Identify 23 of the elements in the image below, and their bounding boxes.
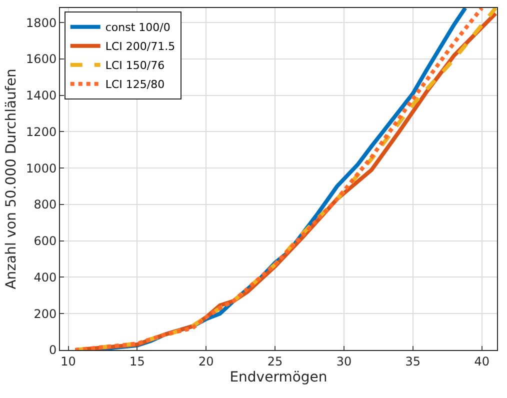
y-tick-label: 1200	[26, 124, 57, 139]
y-tick-label: 200	[34, 306, 57, 321]
x-axis-title: Endvermögen	[230, 370, 328, 386]
y-tick-label: 1800	[26, 16, 57, 30]
y-tick-label: 1400	[26, 88, 57, 103]
y-tick-label: 800	[34, 198, 57, 212]
y-axis-title: Anzahl von 50.000 Durchläufen	[4, 68, 20, 290]
x-tick-label: 35	[405, 354, 421, 368]
x-tick-label: 20	[198, 354, 214, 368]
y-tick-label: 1600	[26, 52, 57, 66]
x-tick-label: 25	[267, 354, 283, 368]
x-tick-label: 40	[474, 354, 490, 368]
legend-label: LCI 125/80	[105, 78, 165, 92]
y-tick-label: 600	[34, 234, 57, 248]
y-tick-label: 0	[48, 343, 57, 358]
legend-label: LCI 200/71.5	[105, 40, 176, 54]
x-tick-label: 30	[336, 354, 352, 368]
legend-label: const 100/0	[105, 21, 170, 34]
y-tick-label: 1000	[26, 161, 57, 176]
x-tick-label: 15	[130, 354, 145, 368]
x-tick-label: 10	[60, 354, 76, 368]
y-tick-label: 400	[34, 270, 57, 284]
legend-label: LCI 150/76	[105, 59, 165, 72]
